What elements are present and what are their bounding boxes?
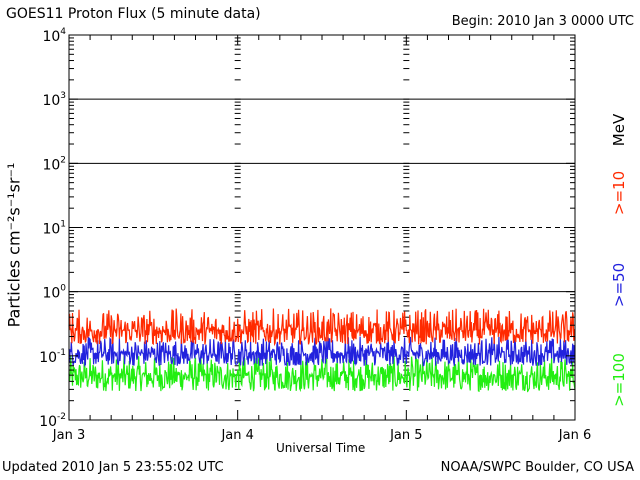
y-tick-label: 10-1 (39, 348, 66, 366)
legend-ge10: >=10 (610, 170, 628, 216)
y-axis-ticks: 10-2 10-1 100 101 102 103 104 (39, 27, 575, 430)
x-tick-label: Jan 6 (558, 428, 591, 443)
begin-time: Begin: 2010 Jan 3 0000 UTC (451, 14, 634, 29)
threshold-layer (69, 98, 575, 293)
x-tick-label: Jan 3 (52, 428, 85, 443)
y-tick-label: 102 (42, 155, 66, 173)
y-tick-label: 101 (42, 220, 66, 238)
credit-text: NOAA/SWPC Boulder, CO USA (440, 460, 634, 475)
y-tick-label: 103 (42, 91, 66, 109)
chart-title: GOES11 Proton Flux (5 minute data) (6, 6, 261, 22)
x-tick-label: Jan 4 (220, 428, 253, 443)
y-tick-label: 104 (42, 27, 66, 45)
series-layer (68, 308, 576, 393)
x-axis-label: Universal Time (276, 441, 366, 455)
x-tick-label: Jan 5 (389, 428, 422, 443)
updated-timestamp: Updated 2010 Jan 5 23:55:02 UTC (2, 460, 224, 475)
grid-layer (234, 37, 410, 421)
unit-label: MeV (610, 113, 628, 147)
legend-ge100: >=100 (610, 353, 628, 407)
legend-ge50: >=50 (610, 262, 628, 308)
series-line-ge10 (68, 308, 576, 347)
series-line-ge100 (68, 355, 576, 393)
series-line-ge50 (68, 336, 576, 367)
y-tick-label: 100 (42, 284, 66, 302)
x-axis-ticks: Jan 3 Jan 4 Jan 5 Jan 6 (52, 35, 591, 443)
y-axis-label: Particles cm⁻²s⁻¹sr⁻¹ (4, 162, 24, 328)
y-tick-label: 10-2 (39, 412, 66, 430)
